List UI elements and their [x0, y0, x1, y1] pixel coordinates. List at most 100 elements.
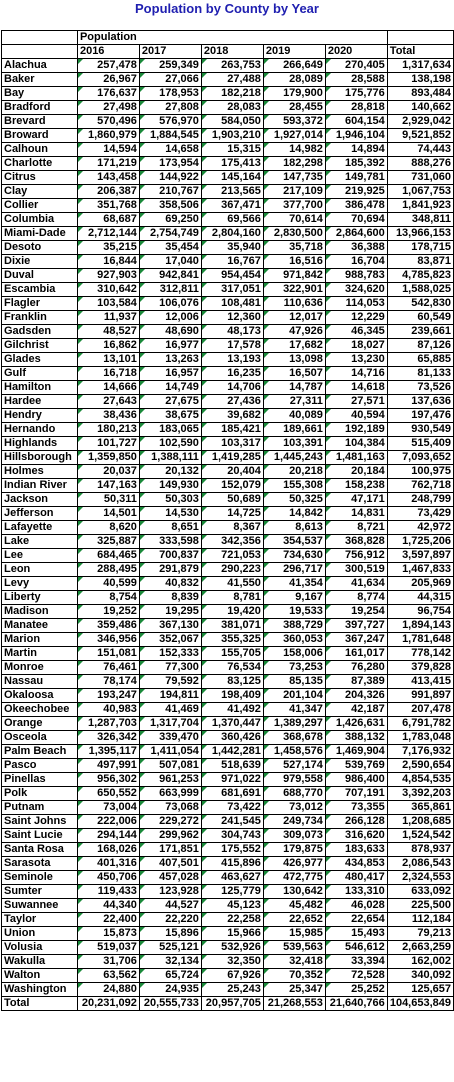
row-total-cell: 205,969: [386, 576, 454, 591]
population-table: Population 2016 2017 2018 2019 2020 Tota…: [1, 30, 454, 1011]
table-row: Hillsborough 1,359,850 1,388,111 1,419,285 1…: [1, 450, 454, 465]
county-name-cell: Putnam: [1, 800, 78, 815]
population-cell: 15,493: [324, 926, 388, 941]
row-total-cell: 2,663,259: [386, 940, 454, 955]
year-header: 2018: [200, 44, 264, 59]
population-cell: 149,781: [324, 170, 388, 185]
population-cell: 14,749: [138, 380, 202, 395]
population-cell: 44,340: [76, 898, 140, 913]
population-cell: 734,630: [262, 548, 326, 563]
totals-cell: 21,640,766: [324, 996, 388, 1011]
population-cell: 14,716: [324, 366, 388, 381]
table-row: Sumter 119,433 123,928 125,779 130,642 133,31…: [1, 884, 454, 899]
row-total-cell: 515,409: [386, 436, 454, 451]
county-name-cell: Orange: [1, 716, 78, 731]
county-name-cell: Okaloosa: [1, 688, 78, 703]
county-name-cell: Polk: [1, 786, 78, 801]
population-cell: 288,495: [76, 562, 140, 577]
population-cell: 50,303: [138, 492, 202, 507]
table-row: Gilchrist 16,862 16,977 17,578 17,682 18,027 8…: [1, 338, 454, 353]
population-cell: 67,926: [200, 968, 264, 983]
county-name-cell: Lee: [1, 548, 78, 563]
population-cell: 304,743: [200, 828, 264, 843]
population-cell: 22,400: [76, 912, 140, 927]
population-cell: 300,519: [324, 562, 388, 577]
population-cell: 17,578: [200, 338, 264, 353]
table-row: Columbia 68,687 69,250 69,566 70,614 70,694 34…: [1, 212, 454, 227]
population-cell: 16,977: [138, 338, 202, 353]
row-total-cell: 1,524,542: [386, 828, 454, 843]
population-cell: 942,841: [138, 268, 202, 283]
population-cell: 546,612: [324, 940, 388, 955]
table-row: Gadsden 48,527 48,690 48,173 47,926 46,345 239…: [1, 324, 454, 339]
population-cell: 14,666: [76, 380, 140, 395]
population-cell: 147,163: [76, 478, 140, 493]
population-cell: 584,050: [200, 114, 264, 129]
population-cell: 1,442,281: [200, 744, 264, 759]
population-cell: 183,633: [324, 842, 388, 857]
year-header: 2019: [262, 44, 326, 59]
county-name-cell: Taylor: [1, 912, 78, 927]
population-cell: 50,689: [200, 492, 264, 507]
population-cell: 48,173: [200, 324, 264, 339]
population-cell: 14,501: [76, 506, 140, 521]
row-total-cell: 73,526: [386, 380, 454, 395]
population-cell: 16,767: [200, 254, 264, 269]
population-cell: 13,193: [200, 352, 264, 367]
population-cell: 152,079: [200, 478, 264, 493]
population-cell: 222,006: [76, 814, 140, 829]
population-cell: 377,700: [262, 198, 326, 213]
population-cell: 213,565: [200, 184, 264, 199]
population-cell: 604,154: [324, 114, 388, 129]
population-cell: 290,223: [200, 562, 264, 577]
population-cell: 27,488: [200, 72, 264, 87]
population-cell: 175,413: [200, 156, 264, 171]
population-cell: 333,598: [138, 534, 202, 549]
county-name-cell: Seminole: [1, 870, 78, 885]
population-cell: 1,884,545: [138, 128, 202, 143]
table-body: Alachua 257,478 259,349 263,753 266,649 270,4…: [1, 58, 454, 997]
population-cell: 16,507: [262, 366, 326, 381]
population-cell: 954,454: [200, 268, 264, 283]
population-cell: 152,333: [138, 646, 202, 661]
table-row: Walton 63,562 65,724 67,926 70,352 72,528 340,…: [1, 968, 454, 983]
population-cell: 1,469,904: [324, 744, 388, 759]
population-cell: 388,729: [262, 618, 326, 633]
population-cell: 28,083: [200, 100, 264, 115]
county-name-cell: Sarasota: [1, 856, 78, 871]
county-name-cell: Gadsden: [1, 324, 78, 339]
population-cell: 1,411,054: [138, 744, 202, 759]
population-cell: 73,004: [76, 800, 140, 815]
population-group-header: Population: [76, 30, 388, 45]
population-cell: 2,864,600: [324, 226, 388, 241]
population-cell: 8,367: [200, 520, 264, 535]
population-cell: 986,400: [324, 772, 388, 787]
population-cell: 19,254: [324, 604, 388, 619]
county-name-cell: Liberty: [1, 590, 78, 605]
population-cell: 415,896: [200, 856, 264, 871]
population-cell: 8,613: [262, 520, 326, 535]
population-cell: 339,470: [138, 730, 202, 745]
population-cell: 15,985: [262, 926, 326, 941]
population-cell: 70,352: [262, 968, 326, 983]
population-cell: 179,875: [262, 842, 326, 857]
header-corner: [1, 30, 78, 45]
row-total-cell: 73,429: [386, 506, 454, 521]
table-row: Baker 26,967 27,066 27,488 28,089 28,588 138,1…: [1, 72, 454, 87]
population-cell: 351,768: [76, 198, 140, 213]
header-total-spacer: [386, 30, 454, 45]
population-cell: 472,775: [262, 870, 326, 885]
year-header: 2016: [76, 44, 140, 59]
population-cell: 103,317: [200, 436, 264, 451]
population-cell: 927,903: [76, 268, 140, 283]
population-cell: 179,900: [262, 86, 326, 101]
population-cell: 355,325: [200, 632, 264, 647]
population-cell: 360,053: [262, 632, 326, 647]
population-cell: 8,839: [138, 590, 202, 605]
population-cell: 8,620: [76, 520, 140, 535]
county-name-cell: Holmes: [1, 464, 78, 479]
population-cell: 210,767: [138, 184, 202, 199]
population-cell: 18,027: [324, 338, 388, 353]
population-cell: 20,404: [200, 464, 264, 479]
population-cell: 756,912: [324, 548, 388, 563]
